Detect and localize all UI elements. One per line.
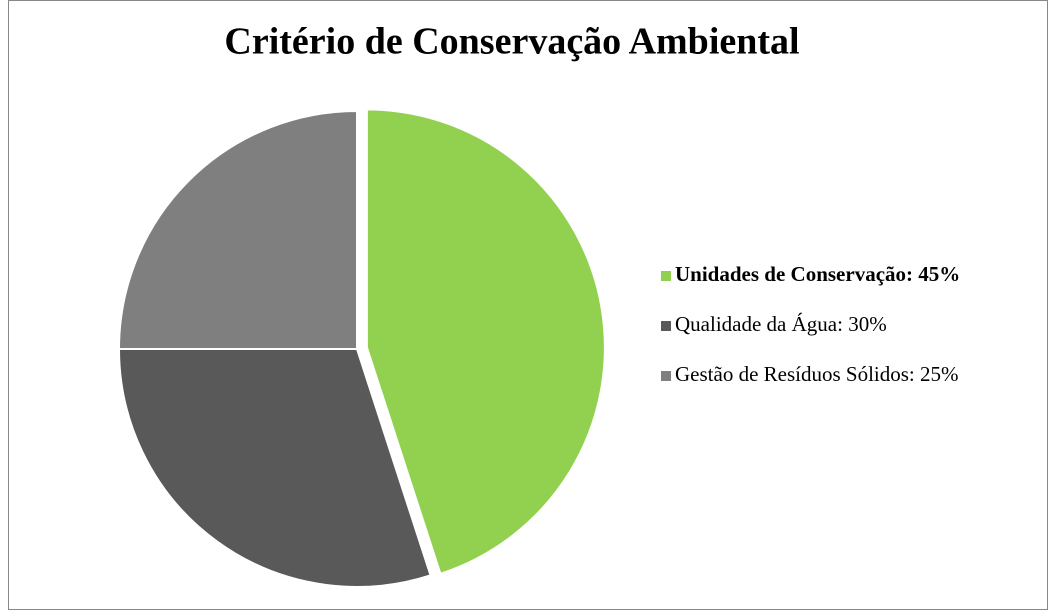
pie-slice [117,348,432,588]
legend-swatch [661,371,671,381]
pie-slice [117,109,358,350]
legend-swatch [661,321,671,331]
chart-title: Critério de Conservação Ambiental [224,21,799,63]
legend-label: Unidades de Conservação: 45% [675,262,960,286]
legend-swatch [661,271,671,281]
legend-label: Gestão de Resíduos Sólidos: 25% [675,362,959,386]
pie-slice [365,108,606,576]
legend-label: Qualidade da Água: 30% [675,312,887,336]
